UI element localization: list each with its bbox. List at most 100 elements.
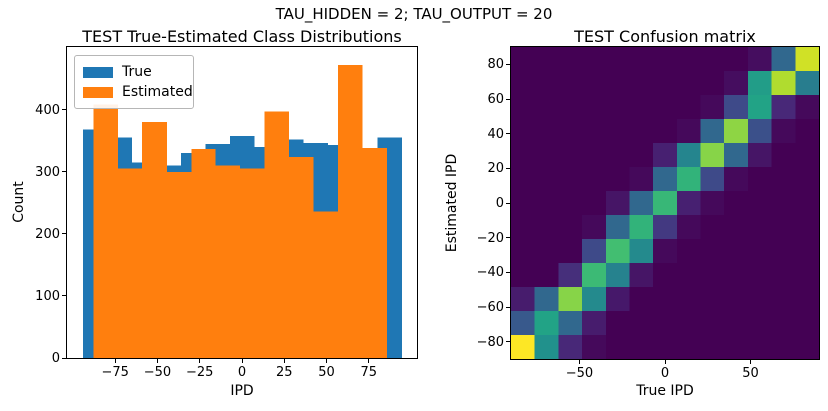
confusion-cell [700,335,725,359]
confusion-cell [653,95,678,120]
confusion-cell [771,143,796,168]
x-tick-label: 25 [275,365,293,380]
confusion-cell [724,191,749,216]
confusion-cell [676,95,702,120]
x-tick-label: 50 [742,366,759,381]
confusion-cell [747,167,773,192]
hist-bar-estimated [240,168,265,358]
confusion-cell [795,191,819,216]
confusion-cell [534,71,559,96]
x-tick-label: −75 [101,365,129,380]
histogram-xlabel: IPD [230,383,254,399]
confusion-cell [676,47,702,72]
confusion-cell [724,287,749,312]
confusion-cell [511,47,536,72]
confusion-cell [676,191,702,216]
confusion-cell [795,167,819,192]
y-tick-label: 40 [487,126,504,142]
x-tick [750,360,752,364]
confusion-cell [771,47,796,72]
confusion-cell [724,119,749,144]
confusion-cell [747,95,773,120]
confusion-cell [558,167,583,192]
y-tick-label: −60 [476,300,504,315]
confusion-cell [724,95,749,120]
confusion-cell [795,263,819,288]
y-tick [62,233,66,235]
confusion-cell [724,263,749,288]
confusion-cell [629,335,654,359]
confusion-cell [795,239,819,264]
y-tick [62,295,66,297]
confusion-cell [653,215,678,240]
confusion-cell [676,335,702,359]
confusion-cell [582,95,607,120]
confusion-cell [653,287,678,312]
confusion-cell [534,95,559,120]
confusion-cell [605,47,630,72]
y-tick [506,237,510,239]
legend: True Estimated [74,55,194,109]
confusion-cell [653,119,678,144]
confusion-cell [771,167,796,192]
confusion-cell [629,287,654,312]
confusion-cell [700,143,725,168]
confusion-cell [511,191,536,216]
hist-bar-estimated [338,65,363,358]
confusion-cell [534,47,559,72]
confusion-cell [676,311,702,336]
confusion-cell [534,335,559,359]
confusion-cell [605,287,630,312]
histogram-title: TEST True-Estimated Class Distributions [82,27,402,46]
confusion-cell [676,167,702,192]
confusion-cell [724,143,749,168]
confusion-cell [724,71,749,96]
hist-bar-estimated [142,122,167,358]
confusion-cell [653,239,678,264]
confusion-cell [653,263,678,288]
confusion-cell [700,191,725,216]
hist-bar-estimated [362,148,387,358]
confusion-cell [747,263,773,288]
confusion-cell [653,47,678,72]
confusion-cell [629,311,654,336]
confusion-cell [534,287,559,312]
confusion-cell [582,47,607,72]
confusion-cell [653,167,678,192]
x-tick [199,359,201,363]
y-tick-label: −40 [476,265,504,281]
y-tick [506,98,510,100]
confusion-cell [724,311,749,336]
confusion-cell [771,239,796,264]
confusion-cell [511,287,536,312]
y-tick [506,341,510,343]
confusion-cell [605,71,630,96]
hist-bar-estimated [313,211,339,358]
confusion-cell [747,47,773,72]
confusion-cell [534,143,559,168]
confusion-cell [558,311,583,336]
hist-bar-estimated [93,104,118,358]
confusion-cell [700,119,725,144]
confusion-cell [747,119,773,144]
histogram-canvas [83,65,402,358]
confusion-cell [676,263,702,288]
legend-label-true: True [122,64,152,80]
confusion-cell [582,311,607,336]
confusion-cell [771,311,796,336]
confusion-cell [511,335,536,359]
confusion-cell [724,215,749,240]
confusion-cell [795,119,819,144]
y-tick-label: 300 [35,164,60,180]
confusion-cell [653,191,678,216]
confusion-cell [795,47,819,72]
x-tick-label: −50 [565,366,594,381]
confusion-cell [676,287,702,312]
hist-bar-estimated [215,165,241,358]
confusion-cell [795,143,819,168]
confusion-cell [747,311,773,336]
hist-bar-estimated [191,148,216,358]
confusion-cell [771,95,796,120]
confusion-cell [676,215,702,240]
y-tick [506,306,510,308]
